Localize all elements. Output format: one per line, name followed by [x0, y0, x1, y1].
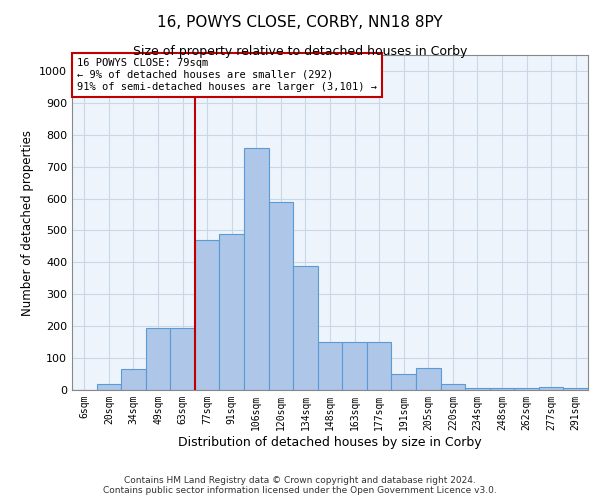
Bar: [293, 266, 318, 390]
Bar: [220, 234, 244, 390]
Bar: [465, 388, 490, 390]
Bar: [195, 240, 220, 390]
Bar: [563, 388, 588, 390]
Bar: [318, 342, 342, 390]
Bar: [269, 202, 293, 390]
Bar: [514, 388, 539, 390]
Bar: [440, 384, 465, 390]
Bar: [539, 387, 563, 390]
Bar: [342, 342, 367, 390]
X-axis label: Distribution of detached houses by size in Corby: Distribution of detached houses by size …: [178, 436, 482, 448]
Bar: [490, 388, 514, 390]
Y-axis label: Number of detached properties: Number of detached properties: [20, 130, 34, 316]
Bar: [367, 342, 391, 390]
Text: 16, POWYS CLOSE, CORBY, NN18 8PY: 16, POWYS CLOSE, CORBY, NN18 8PY: [157, 15, 443, 30]
Bar: [121, 370, 146, 390]
Bar: [97, 384, 121, 390]
Text: 16 POWYS CLOSE: 79sqm
← 9% of detached houses are smaller (292)
91% of semi-deta: 16 POWYS CLOSE: 79sqm ← 9% of detached h…: [77, 58, 377, 92]
Bar: [146, 328, 170, 390]
Bar: [244, 148, 269, 390]
Bar: [416, 368, 440, 390]
Text: Contains HM Land Registry data © Crown copyright and database right 2024.
Contai: Contains HM Land Registry data © Crown c…: [103, 476, 497, 495]
Text: Size of property relative to detached houses in Corby: Size of property relative to detached ho…: [133, 45, 467, 58]
Bar: [170, 328, 195, 390]
Bar: [391, 374, 416, 390]
